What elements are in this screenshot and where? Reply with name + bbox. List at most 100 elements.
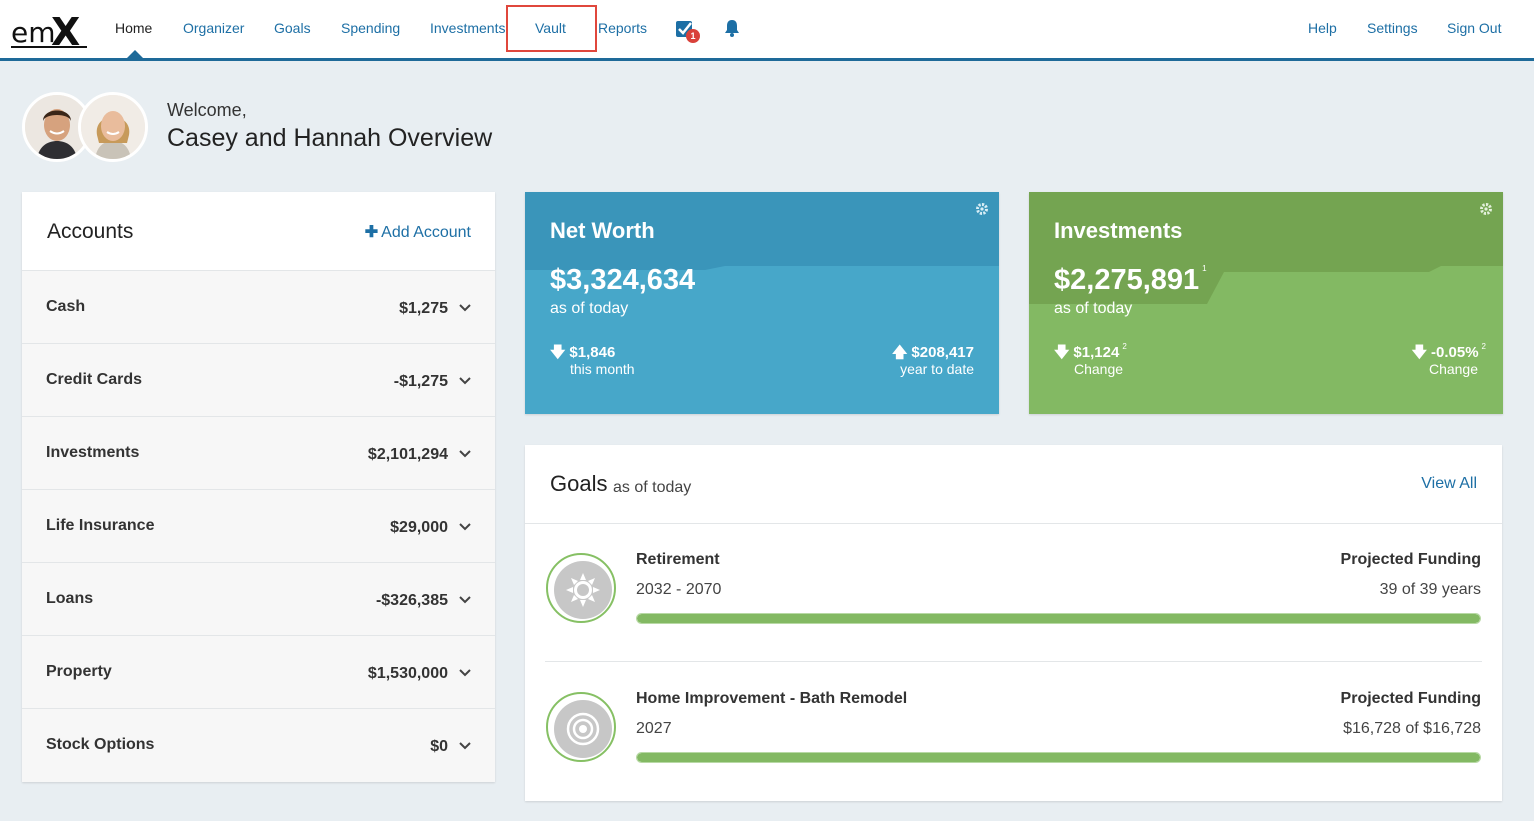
net-worth-amount: $3,324,634 [550, 264, 696, 296]
footnote-2: 2 [1481, 342, 1486, 351]
account-value: $2,101,294 [367, 446, 448, 463]
emx-logo[interactable]: em X [11, 10, 89, 54]
target-icon [546, 692, 616, 762]
logo-em: em [11, 16, 56, 49]
account-value: -$1,275 [393, 373, 448, 390]
net-worth-ytd-change: 🡅 $208,417 [892, 342, 974, 367]
accounts-list: Cash $1,275 Credit Cards -$1,275 Investments… [22, 271, 495, 782]
account-row-loans[interactable]: Loans -$326,385 [22, 563, 495, 636]
net-worth-month-change: 🡇 $1,846 [550, 342, 615, 367]
top-nav: em X Home Organizer Goals Spending Inves… [0, 0, 1534, 61]
nav-spending[interactable]: Spending [341, 20, 401, 36]
net-worth-as-of: as of today [550, 300, 629, 317]
nav-home[interactable]: Home [115, 20, 153, 36]
month-change-label: this month [570, 361, 635, 377]
dollar-change-value: $1,124 [1073, 344, 1120, 361]
arrow-down-icon: 🡇 [1054, 344, 1070, 361]
ytd-change-label: year to date [900, 361, 974, 377]
chevron-down-icon[interactable] [459, 304, 471, 312]
goal-dates: 2027 [636, 720, 672, 737]
nav-settings[interactable]: Settings [1367, 20, 1418, 36]
chevron-down-icon[interactable] [459, 377, 471, 385]
net-worth-tile[interactable]: Net Worth $3,324,634 as of today 🡇 $1,846… [525, 192, 999, 414]
chevron-down-icon[interactable] [459, 523, 471, 531]
sun-glyph [554, 561, 612, 619]
account-name: Cash [46, 298, 86, 315]
arrow-down-icon: 🡇 [550, 344, 566, 361]
investments-tile-title: Investments [1054, 218, 1183, 243]
page-title: Casey and Hannah Overview [167, 124, 493, 152]
account-value: $1,530,000 [367, 665, 448, 682]
goals-subtitle: as of today [613, 479, 692, 496]
arrow-down-icon: 🡇 [1411, 344, 1428, 361]
nav-investments[interactable]: Investments [430, 20, 506, 36]
account-value: $1,275 [399, 300, 448, 317]
welcome-greeting: Welcome, [167, 100, 247, 120]
goal-item-retirement[interactable]: Retirement 2032 - 2070 Projected Funding… [525, 525, 1502, 663]
account-row-investments[interactable]: Investments $2,101,294 [22, 417, 495, 490]
account-value: $0 [430, 738, 448, 755]
account-row-cash[interactable]: Cash $1,275 [22, 271, 495, 344]
account-row-property[interactable]: Property $1,530,000 [22, 636, 495, 709]
accounts-card: Accounts ✚ Add Account Cash $1,275 Credit C… [22, 192, 495, 782]
investments-tile[interactable]: Investments $2,275,891 1 as of today 🡇 $1,… [1029, 192, 1503, 414]
account-row-stock-options[interactable]: Stock Options $0 [22, 709, 495, 782]
account-name: Loans [46, 590, 94, 607]
accounts-header: Accounts ✚ Add Account [22, 192, 495, 271]
pct-change-value: -0.05% [1431, 344, 1479, 361]
goals-header: Goals as of today View All [525, 445, 1502, 524]
investments-chart-band [1029, 192, 1503, 304]
add-account-label: Add Account [381, 224, 471, 241]
hannah-photo-icon [81, 95, 145, 159]
investments-as-of: as of today [1054, 300, 1133, 317]
account-name: Credit Cards [46, 371, 143, 388]
add-account-button[interactable]: ✚ Add Account [365, 222, 471, 242]
ytd-change-value: $208,417 [911, 344, 974, 361]
account-value: -$326,385 [375, 592, 448, 609]
account-name: Life Insurance [46, 517, 155, 534]
bell-icon[interactable] [722, 18, 742, 38]
plus-icon: ✚ [364, 224, 379, 241]
goal-progress-bar [636, 752, 1481, 763]
chevron-down-icon[interactable] [459, 450, 471, 458]
avatar-hannah [78, 92, 148, 162]
goal-progress-fill [637, 753, 1480, 762]
projected-funding-label: Projected Funding [1340, 690, 1481, 707]
nav-vault[interactable]: Vault [535, 20, 566, 36]
active-nav-caret [127, 50, 143, 58]
goal-progress-fill [637, 614, 1480, 623]
nav-organizer[interactable]: Organizer [183, 20, 245, 36]
vault-highlight-box [506, 5, 597, 52]
sun-icon [546, 553, 616, 623]
gear-icon[interactable] [1479, 202, 1493, 216]
net-worth-chart-band [525, 192, 999, 270]
goals-card: Goals as of today View All [525, 445, 1502, 801]
goal-item-bath-remodel[interactable]: Home Improvement - Bath Remodel 2027 Pro… [525, 664, 1502, 802]
net-worth-title: Net Worth [550, 218, 655, 243]
footnote-1: 1 [1202, 264, 1207, 273]
investments-dollar-change: 🡇 $1,124 2 [1054, 342, 1127, 367]
goal-divider [545, 661, 1482, 662]
chevron-down-icon[interactable] [459, 742, 471, 750]
chevron-down-icon[interactable] [459, 596, 471, 604]
logo-underline [11, 46, 87, 48]
account-row-credit-cards[interactable]: Credit Cards -$1,275 [22, 344, 495, 417]
investments-pct-change: 🡇 -0.05% 2 [1412, 342, 1486, 367]
nav-goals[interactable]: Goals [274, 20, 311, 36]
pct-change-label: Change [1428, 361, 1478, 377]
month-change-value: $1,846 [569, 344, 616, 361]
projected-funding-label: Projected Funding [1340, 551, 1481, 568]
account-value: $29,000 [390, 519, 448, 536]
goal-dates: 2032 - 2070 [636, 581, 722, 598]
nav-reports[interactable]: Reports [598, 20, 648, 36]
view-all-goals-link[interactable]: View All [1421, 475, 1477, 492]
nav-sign-out[interactable]: Sign Out [1447, 20, 1502, 36]
account-row-life-insurance[interactable]: Life Insurance $29,000 [22, 490, 495, 563]
goal-progress-bar [636, 613, 1481, 624]
investments-amount: $2,275,891 1 [1054, 264, 1207, 297]
casey-photo-icon [25, 95, 89, 159]
nav-help[interactable]: Help [1308, 20, 1337, 36]
chevron-down-icon[interactable] [459, 669, 471, 677]
gear-icon[interactable] [975, 202, 989, 216]
account-name: Investments [46, 444, 140, 461]
